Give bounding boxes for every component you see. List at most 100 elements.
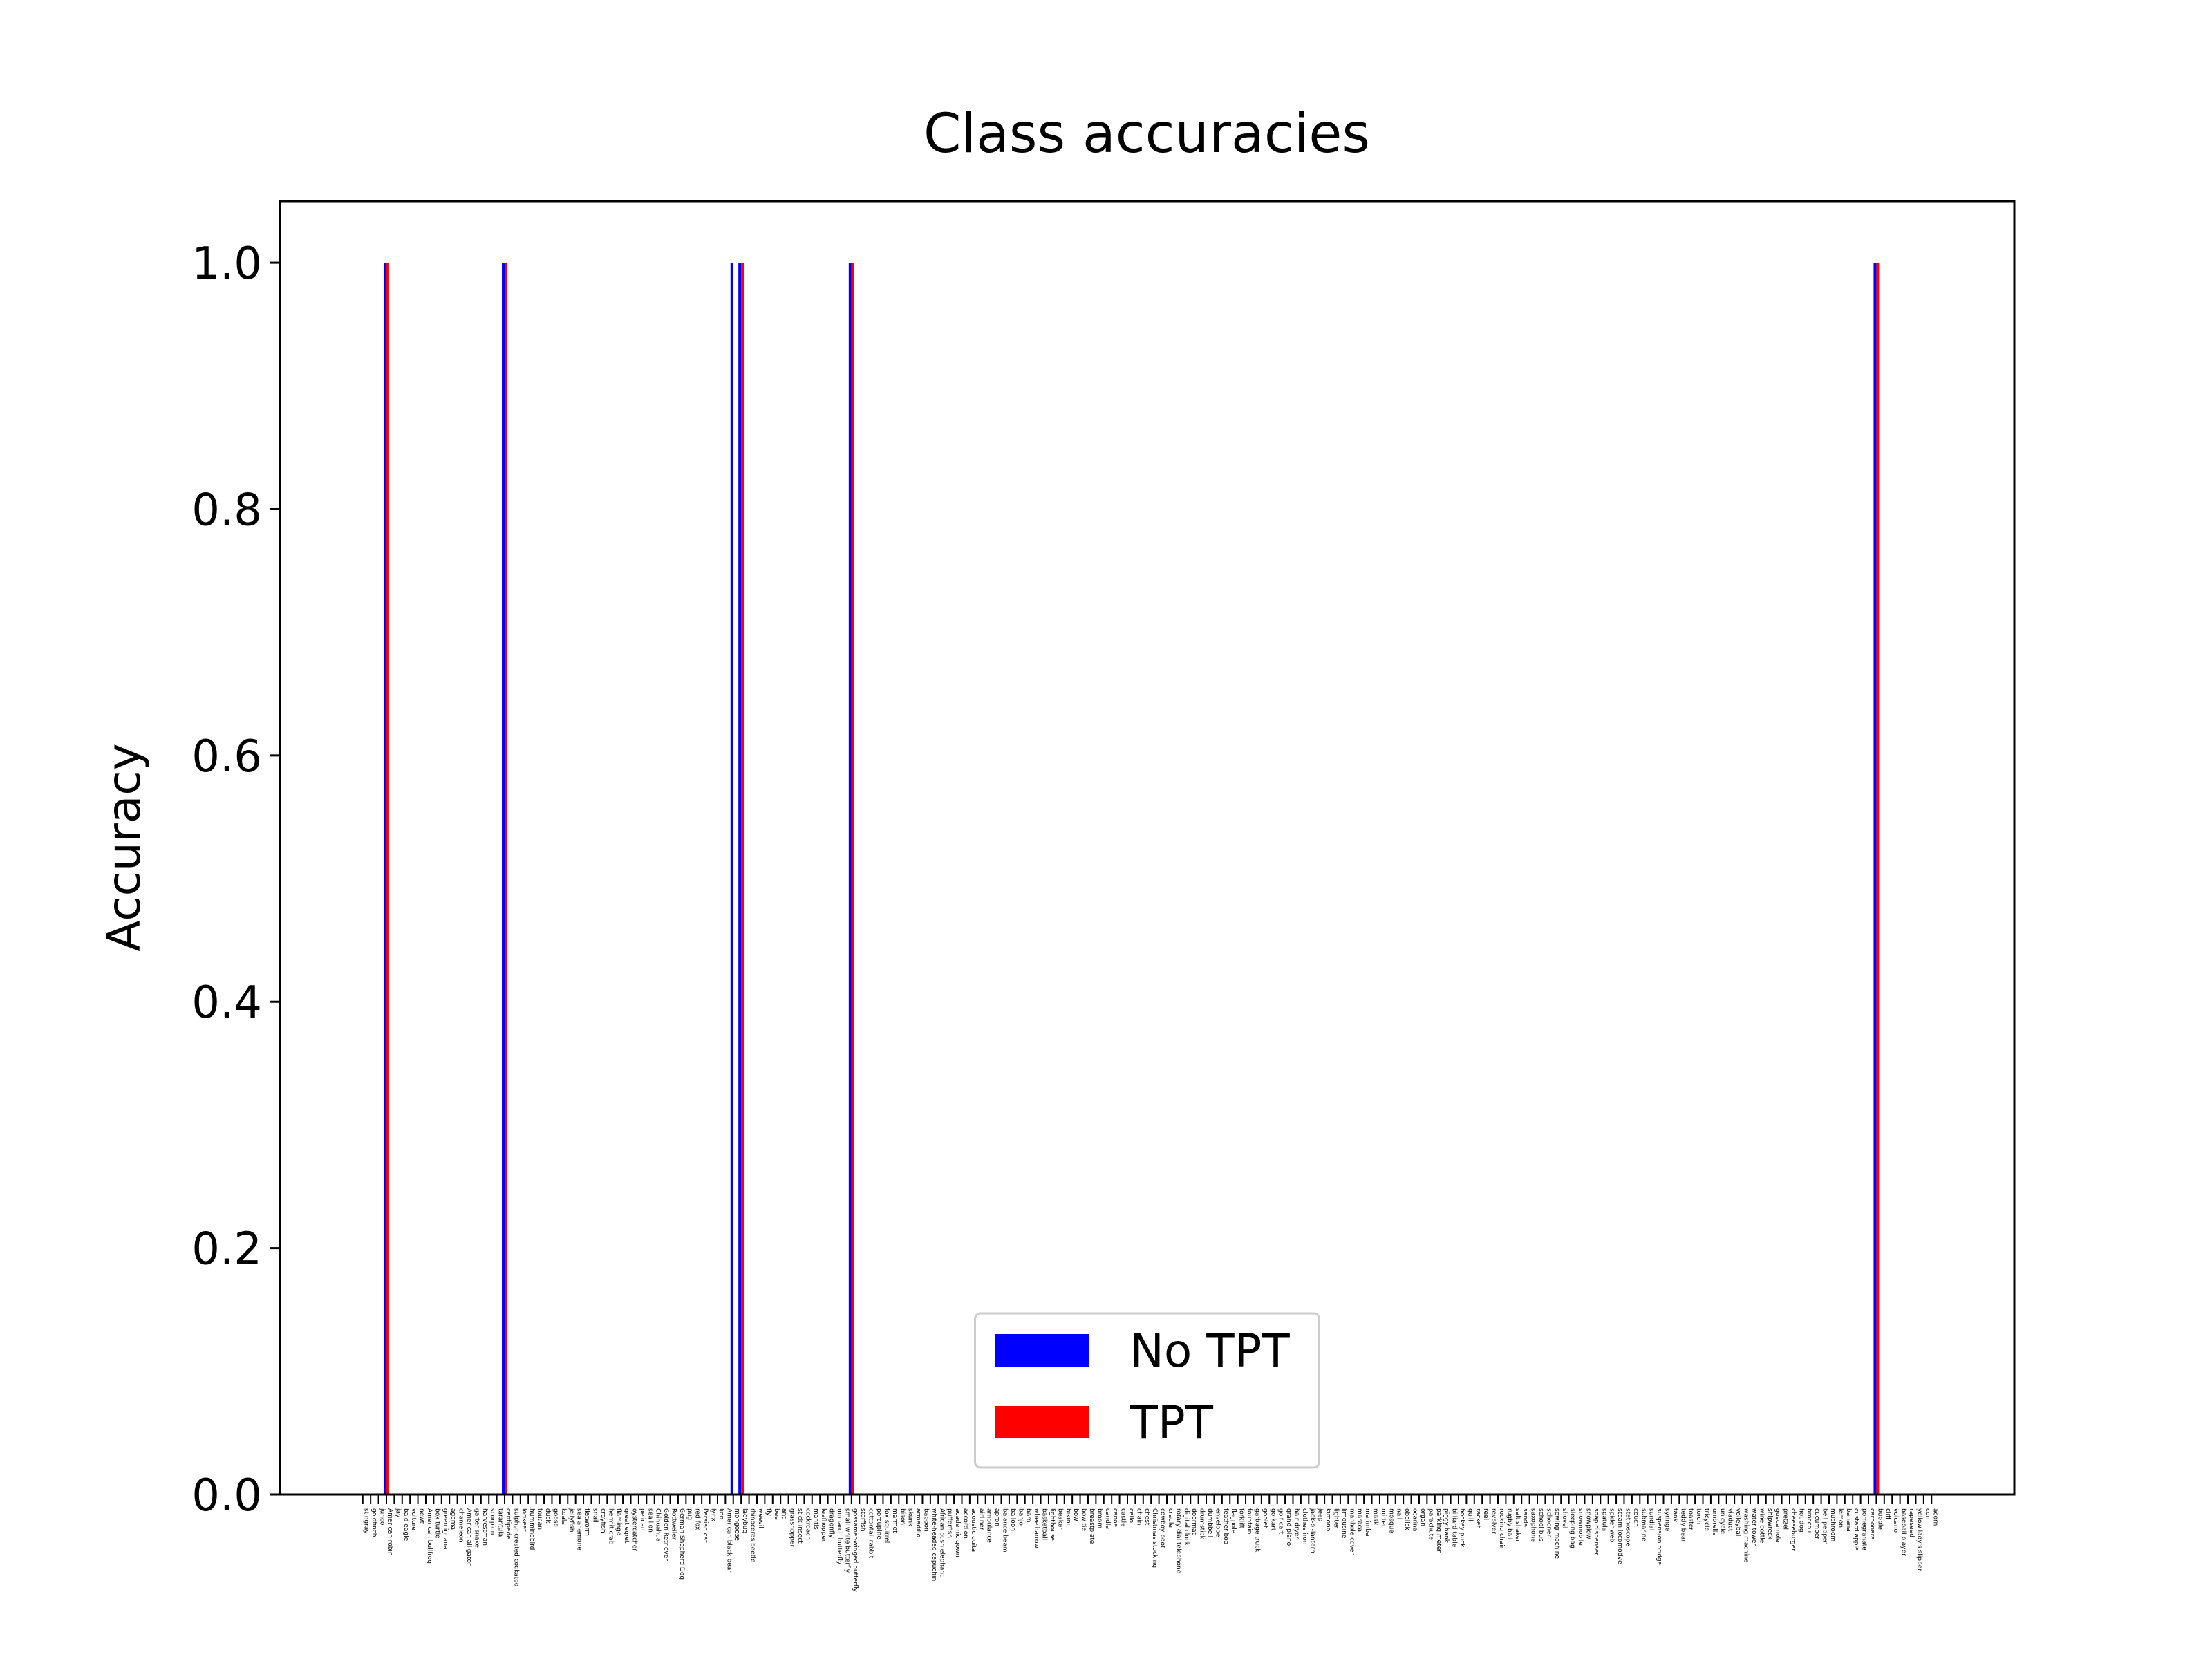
bar (386, 263, 389, 1495)
x-tick-label: parking meter (1435, 1508, 1442, 1553)
x-tick-label: guacamole (1774, 1508, 1781, 1543)
x-tick-label: vulture (410, 1508, 417, 1530)
x-tick-label: mongoose (733, 1508, 740, 1541)
x-tick-label: Rottweiler (671, 1508, 677, 1540)
x-tick-label: bikini (1065, 1508, 1071, 1525)
x-tick-label: fly (765, 1508, 771, 1517)
x-tick-label: dumbbell (1206, 1508, 1213, 1537)
x-tick-label: garter snake (473, 1508, 480, 1548)
x-tick-label: snowmobile (1577, 1508, 1584, 1546)
legend-swatch (995, 1334, 1089, 1367)
x-tick-label: barn (1025, 1508, 1032, 1522)
x-tick-label: toucan (536, 1508, 543, 1530)
x-tick-label: lighthouse (1049, 1508, 1056, 1541)
x-tick-label: limousine (1340, 1508, 1347, 1539)
x-tick-label: flagpole (1230, 1508, 1237, 1534)
y-axis-label: Accuracy (97, 743, 151, 951)
x-tick-label: basketball (1041, 1508, 1048, 1540)
x-tick-label: chameleon (458, 1508, 465, 1543)
x-tick-label: volleyball (1734, 1508, 1741, 1538)
bar (505, 263, 508, 1495)
x-tick-label: snowplow (1584, 1508, 1591, 1539)
x-tick-label: sulphur-crested cockatoo (512, 1508, 519, 1587)
x-tick-label: scorpion (489, 1508, 496, 1535)
x-tick-label: feather boa (1222, 1508, 1229, 1544)
x-tick-label: garbage truck (1253, 1508, 1260, 1553)
x-tick-label: banana (1845, 1508, 1852, 1532)
x-tick-label: cockroach (804, 1508, 811, 1540)
legend: No TPT TPT (974, 1312, 1320, 1469)
x-tick-label: tank (1671, 1508, 1678, 1523)
x-tick-label: marmot (891, 1508, 898, 1533)
x-tick-label: balloon (1009, 1508, 1016, 1531)
x-tick-label: grasshopper (789, 1508, 796, 1547)
y-tick-label: 0.0 (191, 1470, 262, 1521)
x-tick-label: syringe (1663, 1508, 1670, 1532)
x-tick-label: beaker (1056, 1508, 1063, 1530)
bar (851, 263, 854, 1495)
x-tick-label: pug (686, 1508, 693, 1520)
x-tick-label: saxophone (1530, 1508, 1537, 1542)
x-tick-label: forklift (1238, 1508, 1245, 1529)
x-tick-label: shipwreck (1766, 1508, 1773, 1540)
x-tick-label: banjo (1017, 1508, 1024, 1526)
x-tick-label: airliner (977, 1508, 984, 1530)
x-tick-label: steam locomotive (1616, 1508, 1623, 1564)
x-tick-label: American bullfrog (426, 1508, 433, 1564)
x-tick-label: junco (379, 1508, 386, 1526)
x-tick-label: soap dispenser (1593, 1508, 1600, 1555)
x-tick-label: reel (1482, 1508, 1489, 1520)
bar (848, 263, 852, 1495)
bar (1876, 263, 1880, 1495)
x-tick-label: German Shepherd Dog (678, 1508, 685, 1580)
x-tick-label: bald eagle (402, 1508, 409, 1541)
x-tick-label: grand piano (1285, 1508, 1292, 1546)
x-tick-label: lynx (710, 1508, 717, 1522)
x-tick-label: white-headed capuchin (930, 1508, 937, 1581)
x-tick-label: umbrella (1711, 1508, 1718, 1536)
x-tick-label: lion (718, 1508, 724, 1519)
x-tick-label: marimba (1364, 1508, 1371, 1536)
x-tick-label: cucumber (1813, 1508, 1820, 1539)
y-tick-label: 0.6 (191, 731, 262, 782)
x-tick-label: sleeping bag (1569, 1508, 1576, 1548)
x-tick-label: ant (780, 1508, 787, 1519)
x-tick-label: stethoscope (1624, 1508, 1631, 1546)
x-tick-label: balance beam (1002, 1508, 1009, 1553)
x-tick-label: apron (993, 1508, 1000, 1526)
x-tick-label: kimono (1324, 1508, 1331, 1532)
legend-label: No TPT (1130, 1324, 1291, 1378)
x-tick-label: yellow lady's slipper (1915, 1508, 1922, 1571)
x-tick-label: mask (1372, 1508, 1379, 1526)
x-tick-label: go-kart (1269, 1508, 1276, 1531)
x-tick-label: quill (1466, 1508, 1473, 1521)
x-tick-label: shovel (1561, 1508, 1568, 1528)
x-tick-label: viaduct (1727, 1508, 1734, 1532)
x-tick-label: water tower (1750, 1508, 1757, 1546)
x-tick-label: custard apple (1853, 1508, 1859, 1551)
x-tick-label: jellyfish (568, 1508, 574, 1532)
bar (502, 263, 505, 1495)
x-tick-label: doormat (1190, 1508, 1197, 1535)
x-tick-label: porcupine (875, 1508, 882, 1539)
x-tick-label: goblet (1262, 1508, 1268, 1528)
x-tick-label: bison (899, 1508, 906, 1525)
bar (1873, 263, 1877, 1495)
bar (741, 263, 744, 1495)
x-tick-label: volcano (1892, 1508, 1899, 1533)
x-tick-label: revolver (1490, 1508, 1497, 1534)
x-tick-label: green iguana (442, 1508, 449, 1550)
x-tick-label: billiard table (1451, 1508, 1458, 1548)
x-tick-label: Chihuahua (655, 1508, 662, 1541)
x-tick-label: canoe (1112, 1508, 1118, 1528)
x-tick-label: couch (1632, 1508, 1639, 1527)
x-tick-label: academic gown (954, 1508, 961, 1557)
x-tick-label: drumstick (1199, 1508, 1206, 1540)
x-tick-label: mantis (812, 1508, 819, 1530)
x-tick-label: American robin (386, 1508, 393, 1556)
x-tick-label: baseball player (1900, 1508, 1907, 1556)
x-tick-label: sundial (1648, 1508, 1655, 1530)
legend-label: TPT (1130, 1396, 1214, 1450)
x-tick-label: spider web (1609, 1508, 1615, 1543)
